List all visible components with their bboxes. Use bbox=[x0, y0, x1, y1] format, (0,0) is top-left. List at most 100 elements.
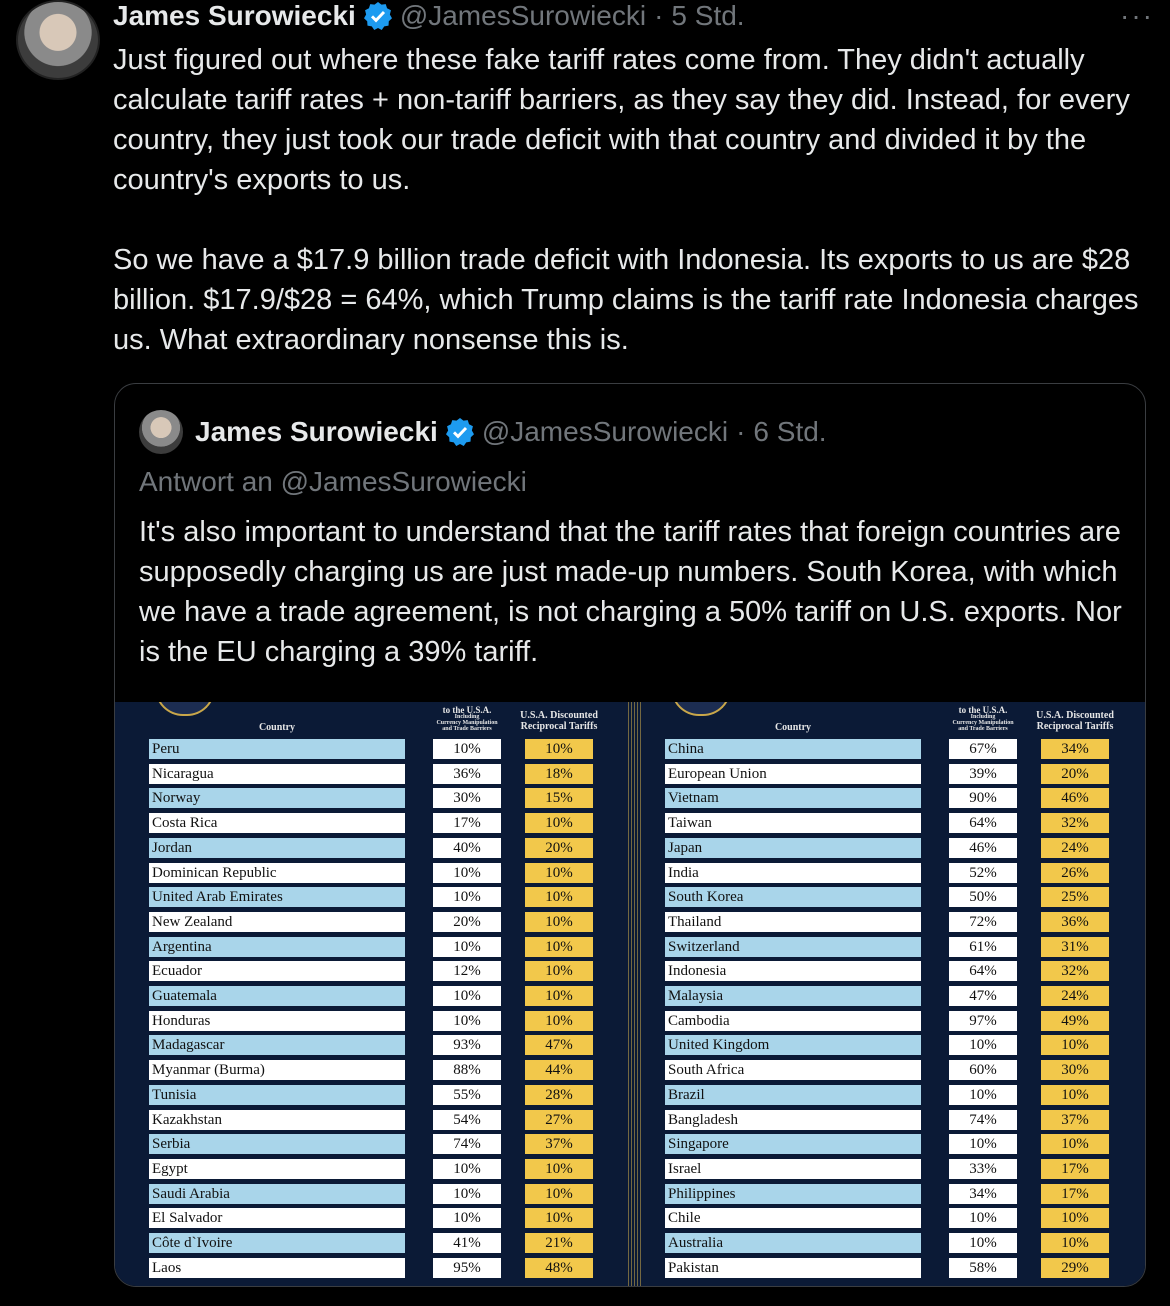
reciprocal-tariff-cell: 26% bbox=[1041, 862, 1109, 883]
reciprocal-tariff-cell: 10% bbox=[525, 986, 593, 1006]
tariff-rate-cell: 10% bbox=[949, 1208, 1017, 1229]
country-cell: Thailand bbox=[665, 911, 921, 932]
tariff-rate-cell: 10% bbox=[433, 1158, 501, 1179]
tariff-rate-cell: 60% bbox=[949, 1060, 1017, 1081]
tariff-rate-cell: 39% bbox=[949, 763, 1017, 784]
tariff-rate-cell: 97% bbox=[949, 1010, 1017, 1031]
country-cell: United Kingdom bbox=[665, 1035, 921, 1056]
reciprocal-tariff-cell: 20% bbox=[525, 837, 593, 858]
reciprocal-tariff-cell: 10% bbox=[1041, 1134, 1109, 1155]
reciprocal-tariff-cell: 34% bbox=[1041, 739, 1109, 759]
tariff-rate-cell: 34% bbox=[949, 1183, 1017, 1204]
reciprocal-tariff-cell: 10% bbox=[525, 1208, 593, 1229]
more-options-icon[interactable]: ··· bbox=[1120, 0, 1154, 31]
reciprocal-tariff-cell: 15% bbox=[525, 788, 593, 809]
reciprocal-tariff-cell: 10% bbox=[525, 961, 593, 982]
tariff-rate-cell: 10% bbox=[433, 936, 501, 957]
country-cell: Norway bbox=[149, 788, 405, 809]
country-cell: Brazil bbox=[665, 1084, 921, 1105]
tariff-rate-cell: 55% bbox=[433, 1084, 501, 1105]
tweet-body: Just figured out where these fake tariff… bbox=[113, 40, 1143, 360]
country-cell: Serbia bbox=[149, 1134, 405, 1155]
tariff-rate-cell: 72% bbox=[949, 911, 1017, 932]
author-name[interactable]: James Surowiecki bbox=[113, 0, 356, 31]
rate-header-line1: Including bbox=[454, 714, 480, 720]
reciprocal-tariff-cell: 10% bbox=[525, 1158, 593, 1179]
tweet-paragraph-2: So we have a $17.9 billion trade deficit… bbox=[113, 244, 1139, 356]
rate-header-line3: and Trade Barriers bbox=[958, 726, 1008, 732]
country-cell: Costa Rica bbox=[149, 813, 405, 834]
rate-header: to the U.S.A. Including Currency Manipul… bbox=[431, 705, 503, 733]
verified-badge-icon bbox=[445, 418, 474, 446]
country-cell: Malaysia bbox=[665, 986, 921, 1006]
tariff-rate-cell: 58% bbox=[949, 1257, 1017, 1278]
country-cell: Egypt bbox=[149, 1158, 405, 1179]
country-cell: China bbox=[665, 739, 921, 759]
tariff-rate-cell: 93% bbox=[433, 1035, 501, 1056]
reciprocal-tariff-cell: 17% bbox=[1041, 1158, 1109, 1179]
tariff-rate-cell: 10% bbox=[433, 887, 501, 908]
reciprocal-tariff-cell: 10% bbox=[1041, 1208, 1109, 1229]
tariff-rate-cell: 36% bbox=[433, 763, 501, 784]
quoted-handle[interactable]: @JamesSurowiecki bbox=[481, 416, 729, 447]
author-avatar[interactable] bbox=[16, 0, 100, 80]
rate-header-line2: Currency Manipulation bbox=[436, 720, 498, 726]
reciprocal-tariff-cell: 49% bbox=[1041, 1010, 1109, 1031]
country-cell: Vietnam bbox=[665, 788, 921, 809]
country-cell: Nicaragua bbox=[149, 763, 405, 784]
country-cell: Israel bbox=[665, 1158, 921, 1179]
seal-icon bbox=[671, 702, 731, 716]
reciprocal-tariff-cell: 10% bbox=[525, 887, 593, 908]
reciprocal-tariff-cell: 10% bbox=[525, 739, 593, 759]
reciprocal-tariff-cell: 10% bbox=[525, 1183, 593, 1204]
country-cell: Côte d`Ivoire bbox=[149, 1233, 405, 1253]
discount-header: U.S.A. Discounted Reciprocal Tariffs bbox=[1025, 710, 1125, 732]
country-cell: Guatemala bbox=[149, 986, 405, 1006]
author-handle[interactable]: @JamesSurowiecki bbox=[399, 0, 647, 31]
country-header: Country bbox=[258, 722, 296, 733]
reply-to-label[interactable]: Antwort an @JamesSurowiecki bbox=[139, 466, 527, 497]
country-cell: Ecuador bbox=[149, 961, 405, 982]
tariff-rate-cell: 61% bbox=[949, 936, 1017, 957]
country-cell: South Korea bbox=[665, 887, 921, 908]
tweet-paragraph-1: Just figured out where these fake tariff… bbox=[113, 44, 1130, 196]
tariff-rate-cell: 10% bbox=[949, 1084, 1017, 1105]
tariff-rate-cell: 10% bbox=[433, 862, 501, 883]
country-cell: Cambodia bbox=[665, 1010, 921, 1031]
seal-icon bbox=[155, 702, 215, 716]
country-cell: Taiwan bbox=[665, 813, 921, 834]
tariff-rate-cell: 10% bbox=[949, 1134, 1017, 1155]
reciprocal-tariff-cell: 28% bbox=[525, 1084, 593, 1105]
quoted-timestamp[interactable]: 6 Std. bbox=[753, 416, 827, 447]
tariff-rate-cell: 10% bbox=[433, 739, 501, 759]
reciprocal-tariff-cell: 44% bbox=[525, 1060, 593, 1081]
country-cell: Chile bbox=[665, 1208, 921, 1229]
tariff-rate-cell: 54% bbox=[433, 1109, 501, 1130]
quoted-body: It's also important to understand that t… bbox=[139, 516, 1122, 668]
reciprocal-tariff-cell: 24% bbox=[1041, 986, 1109, 1006]
quoted-avatar[interactable] bbox=[139, 410, 183, 454]
discount-header-line2: Reciprocal Tariffs bbox=[1036, 721, 1114, 732]
country-cell: South Africa bbox=[665, 1060, 921, 1081]
tariff-rate-cell: 88% bbox=[433, 1060, 501, 1081]
reciprocal-tariff-cell: 17% bbox=[1041, 1183, 1109, 1204]
tariff-rate-cell: 20% bbox=[433, 911, 501, 932]
tweet-timestamp[interactable]: 5 Std. bbox=[671, 0, 745, 31]
tariff-rate-cell: 10% bbox=[433, 986, 501, 1006]
quoted-author-name[interactable]: James Surowiecki bbox=[195, 416, 438, 447]
reciprocal-tariff-cell: 25% bbox=[1041, 887, 1109, 908]
tariff-rate-cell: 67% bbox=[949, 739, 1017, 759]
rate-header-line1: Including bbox=[970, 714, 996, 720]
reciprocal-tariff-cell: 24% bbox=[1041, 837, 1109, 858]
reciprocal-tariff-cell: 31% bbox=[1041, 936, 1109, 957]
reciprocal-tariff-cell: 48% bbox=[525, 1257, 593, 1278]
country-cell: Honduras bbox=[149, 1010, 405, 1031]
tariff-table-image[interactable]: to the U.S.A. Including Currency Manipul… bbox=[115, 702, 1145, 1286]
rate-header-line2: Currency Manipulation bbox=[952, 720, 1014, 726]
rate-header-line3: and Trade Barriers bbox=[442, 726, 492, 732]
quoted-tweet[interactable]: James Surowiecki @JamesSurowiecki · 6 St… bbox=[114, 383, 1146, 1287]
rate-header-top: to the U.S.A. bbox=[442, 705, 492, 715]
country-cell: Singapore bbox=[665, 1134, 921, 1155]
country-cell: United Arab Emirates bbox=[149, 887, 405, 908]
reciprocal-tariff-cell: 29% bbox=[1041, 1257, 1109, 1278]
